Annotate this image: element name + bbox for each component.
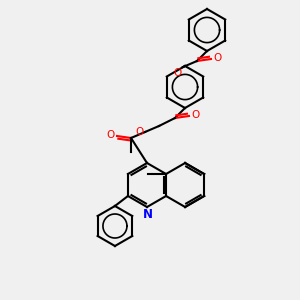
Text: O: O — [213, 53, 221, 63]
Text: O: O — [174, 68, 182, 78]
Text: N: N — [143, 208, 153, 221]
Text: O: O — [107, 130, 115, 140]
Text: O: O — [136, 127, 144, 137]
Text: O: O — [191, 110, 199, 120]
